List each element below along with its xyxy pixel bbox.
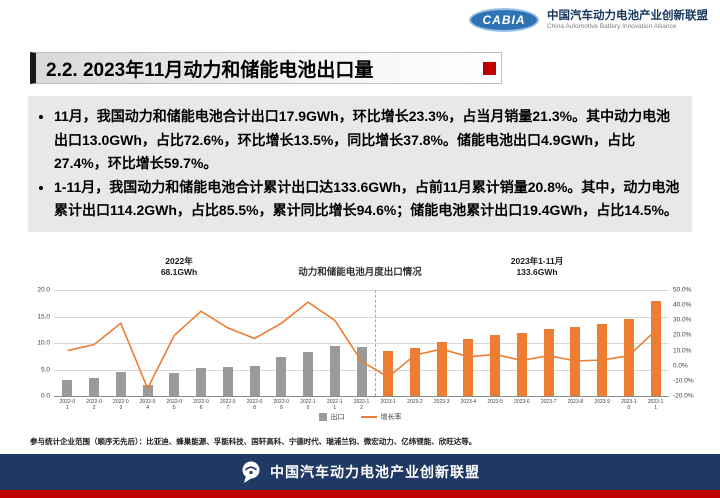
export-bar <box>89 377 100 396</box>
summary-bullet: 1-11月，我国动力和储能电池合计累计出口达133.6GWh，占前11月累计销量… <box>54 176 680 223</box>
export-bar <box>543 328 554 396</box>
year-split-line <box>374 290 376 396</box>
left-axis-tick: 0.0 <box>40 392 50 400</box>
export-bar <box>436 342 447 396</box>
header: CABIA 中国汽车动力电池产业创新联盟 China Automotive Ba… <box>469 8 708 32</box>
x-axis-label: 2022-03 <box>113 399 129 411</box>
legend-item-export: 出口 <box>318 412 345 422</box>
x-axis-label: 2023-6 <box>514 399 530 405</box>
export-bar <box>196 368 207 396</box>
annotation-label: 2022年 <box>165 256 193 266</box>
x-axis-label: 2022-01 <box>59 399 76 411</box>
export-bar <box>650 301 661 396</box>
growth-rate-line <box>67 301 657 391</box>
export-bar <box>490 335 501 396</box>
gridline <box>54 343 669 344</box>
section-title-box: 2.2. 2023年11月动力和储能电池出口量 <box>30 52 502 84</box>
gridline <box>54 316 669 318</box>
left-axis-tick: 20.0 <box>37 286 50 294</box>
right-axis-tick: 10.0% <box>673 347 692 355</box>
legend-item-growth: 增长率 <box>360 412 402 422</box>
x-axis-label: 2022-04 <box>139 399 156 411</box>
cabia-logo-icon: CABIA <box>469 8 539 32</box>
footer-red-strip <box>0 490 720 498</box>
right-axis-tick: 50.0% <box>673 286 692 294</box>
chart-title: 动力和储能电池月度出口情况 <box>298 267 422 278</box>
export-bar <box>62 380 73 396</box>
right-axis-tick: 0.0% <box>673 362 688 370</box>
gridline <box>54 396 669 397</box>
export-bar <box>276 357 287 396</box>
x-axis-label: 2022-07 <box>220 399 236 411</box>
x-axis-label: 2023-2 <box>407 399 423 405</box>
summary-block: 11月，我国动力和储能电池合计出口17.9GWh，环比增长23.3%，占当月销量… <box>28 96 692 232</box>
x-axis-label: 2023-9 <box>594 399 610 405</box>
line-swatch-icon <box>360 416 377 418</box>
x-axis-label: 2023-7 <box>540 399 557 405</box>
x-axis-label: 2022-10 <box>300 399 316 411</box>
annotation-value: 133.6GWh <box>516 267 558 278</box>
export-bar <box>303 352 314 396</box>
right-axis-tick: -10.0% <box>673 377 694 385</box>
x-axis-label: 2022-12 <box>353 399 370 411</box>
org-name-cn: 中国汽车动力电池产业创新联盟 <box>547 9 708 22</box>
x-axis-label: 2022-06 <box>193 399 209 411</box>
monthly-export-chart: 2022年 68.1GWh 动力和储能电池月度出口情况 2023年1-11月 1… <box>24 250 696 432</box>
export-bar <box>115 371 126 396</box>
left-axis-tick: 10.0 <box>37 339 50 347</box>
x-axis-label: 2022-02 <box>86 399 102 411</box>
export-bar <box>409 347 420 396</box>
export-bar <box>142 384 153 396</box>
export-bar <box>383 350 394 396</box>
statistics-scope-note: 参与统计企业范围（顺序无先后）：比亚迪、蜂巢能源、孚能科技、国轩高科、宁德时代、… <box>30 437 477 446</box>
right-axis-tick: 20.0% <box>673 331 692 339</box>
export-bar <box>249 365 260 396</box>
export-bar <box>222 366 233 396</box>
export-bar <box>169 372 180 396</box>
legend-label: 出口 <box>330 414 345 421</box>
section-title: 2.2. 2023年11月动力和储能电池出口量 <box>46 59 374 81</box>
org-name-en: China Automotive Battery Innovation Alli… <box>547 22 677 30</box>
x-axis-label: 2023-11 <box>647 399 664 411</box>
chart-legend: 出口 增长率 <box>24 412 696 422</box>
footer-bar: 中国汽车动力电池产业创新联盟 <box>0 454 720 490</box>
gridline <box>54 290 669 291</box>
x-axis-label: 2023-10 <box>621 399 637 411</box>
x-axis-label: 2023-8 <box>567 399 584 405</box>
x-axis-label: 2022-11 <box>326 399 343 411</box>
x-axis-label: 2023-5 <box>487 399 503 405</box>
bar-swatch-icon <box>318 413 327 421</box>
left-axis-tick: 5.0 <box>40 366 50 373</box>
x-axis-label: 2022-08 <box>246 399 263 411</box>
export-bar <box>623 319 634 396</box>
x-axis-label: 2023-1 <box>380 399 397 405</box>
footer-logo-icon <box>242 461 260 483</box>
x-axis-label: 2023-3 <box>433 399 450 405</box>
growth-rate-polyline <box>67 301 657 391</box>
legend-label: 增长率 <box>380 414 402 421</box>
footer-org-name: 中国汽车动力电池产业创新联盟 <box>270 464 480 480</box>
right-axis-tick: -20.0% <box>673 392 694 400</box>
chart-annotation-2023: 2023年1-11月 133.6GWh <box>472 256 602 279</box>
chart-annotation-2022: 2022年 68.1GWh <box>124 256 234 279</box>
annotation-label: 2023年1-11月 <box>510 256 564 266</box>
export-bar <box>329 346 340 396</box>
org-name-block: 中国汽车动力电池产业创新联盟 China Automotive Battery … <box>547 10 708 31</box>
export-bar <box>356 347 367 396</box>
left-axis-tick: 15.0 <box>37 313 50 320</box>
red-square-decoration <box>483 62 496 75</box>
annotation-value: 68.1GWh <box>160 267 198 278</box>
right-axis-tick: 40.0% <box>673 301 692 309</box>
x-axis-label: 2022-09 <box>273 399 290 411</box>
summary-list: 11月，我国动力和储能电池合计出口17.9GWh，环比增长23.3%，占当月销量… <box>34 105 680 223</box>
right-axis-tick: 30.0% <box>673 316 692 324</box>
x-axis-label: 2022-05 <box>166 399 183 411</box>
export-bar <box>516 332 527 396</box>
export-bar <box>463 339 474 396</box>
summary-bullet: 11月，我国动力和储能电池合计出口17.9GWh，环比增长23.3%，占当月销量… <box>54 105 680 176</box>
cabia-logo-text: CABIA <box>482 13 526 27</box>
x-axis-label: 2023-4 <box>460 399 477 405</box>
